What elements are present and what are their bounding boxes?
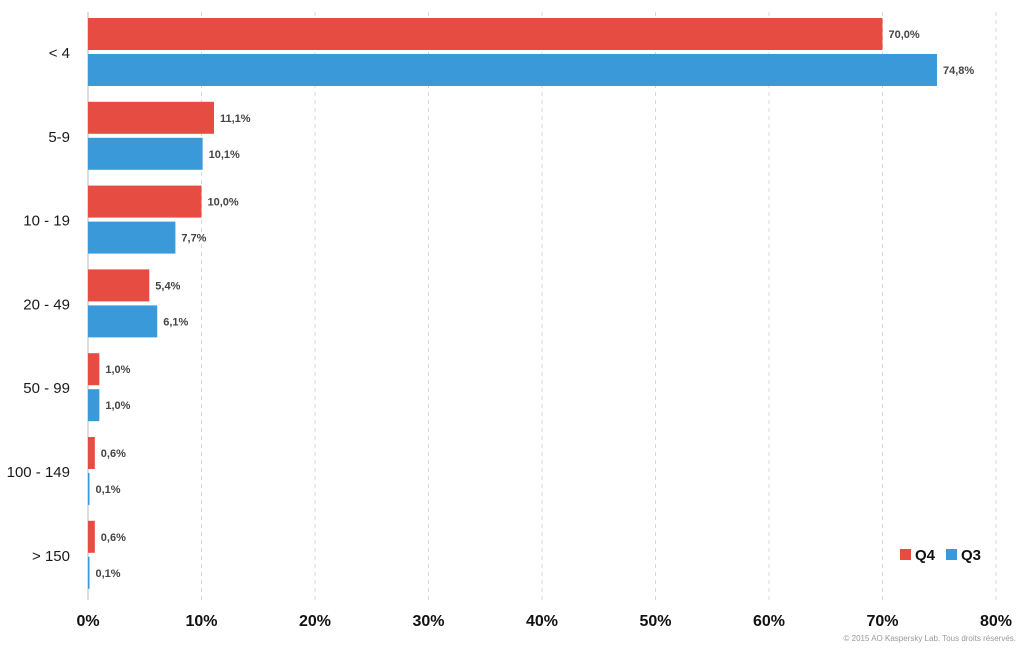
x-tick-label: 30%: [412, 613, 444, 630]
value-label: 10,1%: [209, 149, 240, 161]
grid-lines: [201, 12, 997, 600]
bar-q3: [88, 54, 937, 86]
legend-swatch: [900, 549, 911, 560]
value-label: 0,6%: [101, 448, 126, 460]
value-label: 74,8%: [943, 65, 974, 77]
x-tick-label: 20%: [299, 613, 331, 630]
value-label: 0,1%: [96, 484, 121, 496]
category-label: 100 - 149: [7, 464, 70, 481]
bar-q4: [88, 353, 100, 386]
bar-q3: [88, 305, 158, 338]
x-tick-label: 60%: [753, 613, 785, 630]
category-label: > 150: [32, 548, 70, 565]
x-tick-labels: 0% 10% 20% 30% 40% 50% 60% 70% 80%: [76, 613, 1012, 630]
x-tick-label: 80%: [980, 613, 1012, 630]
legend-label: Q4: [915, 547, 936, 564]
category-label: < 4: [49, 45, 70, 62]
category-labels: < 4 5-9 10 - 19 20 - 49 50 - 99 100 - 149 > 15…: [7, 45, 70, 565]
bar-q3: [88, 473, 90, 505]
bar-q4: [88, 520, 95, 553]
value-label: 6,1%: [163, 316, 188, 328]
x-tick-label: 70%: [866, 613, 898, 630]
bar-q4: [88, 185, 202, 218]
x-tick-label: 40%: [526, 613, 558, 630]
value-label: 11,1%: [220, 113, 251, 125]
value-label: 0,6%: [101, 532, 126, 544]
bar-q3: [88, 389, 100, 422]
category-label: 50 - 99: [23, 380, 70, 397]
value-label: 1,0%: [105, 400, 130, 412]
value-label: 10,0%: [208, 197, 239, 209]
value-label: 0,1%: [96, 568, 121, 580]
value-label: 7,7%: [181, 233, 206, 245]
value-label: 70,0%: [889, 29, 920, 41]
copyright-text: © 2015 AO Kaspersky Lab. Tous droits rés…: [844, 634, 1017, 643]
bar-q4: [88, 101, 214, 134]
bar-q3: [88, 221, 176, 254]
legend-swatch: [946, 549, 957, 560]
bars-group: 70,0% 74,8% 11,1% 10,1% 10,0% 7,7% 5,4% 6,1% 1,0…: [88, 18, 974, 589]
category-label: 5-9: [48, 129, 70, 146]
bar-q4: [88, 18, 883, 50]
x-tick-label: 0%: [76, 613, 99, 630]
legend-label: Q3: [961, 547, 981, 564]
value-label: 1,0%: [105, 364, 130, 376]
category-label: 10 - 19: [23, 213, 70, 230]
bar-q4: [88, 437, 95, 469]
x-tick-label: 10%: [185, 613, 217, 630]
bar-q4: [88, 269, 150, 302]
legend: Q4 Q3: [900, 547, 981, 564]
value-label: 5,4%: [155, 280, 180, 292]
bar-q3: [88, 556, 90, 589]
x-tick-label: 50%: [639, 613, 671, 630]
bar-q3: [88, 137, 203, 170]
category-label: 20 - 49: [23, 296, 70, 313]
